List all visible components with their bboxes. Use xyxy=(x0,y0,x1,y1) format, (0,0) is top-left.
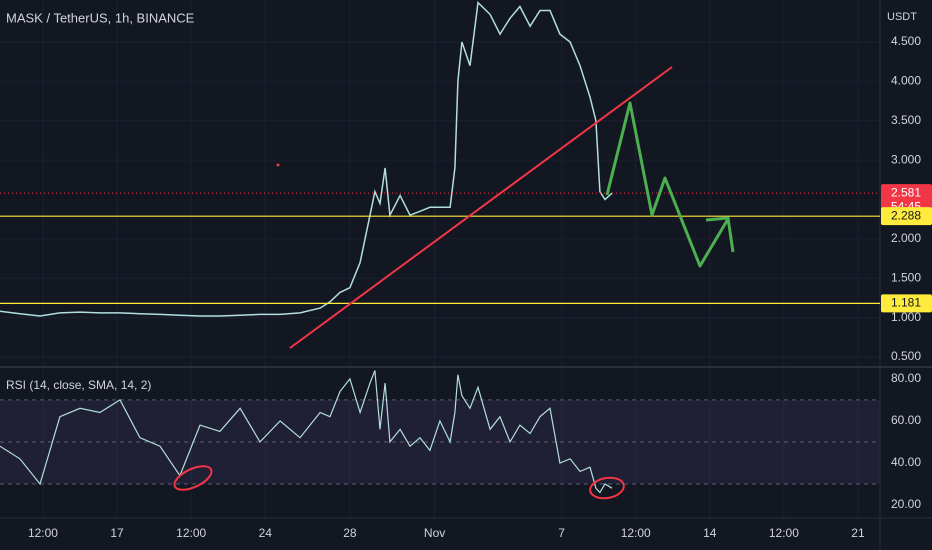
x-tick-label: 28 xyxy=(343,526,357,540)
price-tag-label: 2.288 xyxy=(891,208,921,222)
y-tick-label: 3.000 xyxy=(891,152,921,166)
x-tick-label: 12:00 xyxy=(176,526,206,540)
rsi-tick-label: 60.00 xyxy=(891,413,921,427)
grid xyxy=(0,0,880,518)
rsi-tick-label: 20.00 xyxy=(891,497,921,511)
pane-separator xyxy=(0,366,932,368)
rsi-highlight xyxy=(589,476,625,500)
labels: 12:00 17 12:00 24 28 Nov 7 12:00 14 12:00 21 0.500 1… xyxy=(28,34,932,540)
projection-path xyxy=(605,101,730,268)
price-tag xyxy=(881,294,932,313)
projection-arrowhead xyxy=(705,216,735,253)
x-tick-label: 14 xyxy=(703,526,717,540)
y-tick-label: 4.000 xyxy=(891,74,921,88)
price-tag xyxy=(881,207,932,226)
rsi-title: RSI (14, close, SMA, 14, 2) xyxy=(6,378,151,392)
x-tick-label: 24 xyxy=(259,526,273,540)
rsi-line xyxy=(0,370,613,494)
y-tick-label: 0.500 xyxy=(891,349,921,363)
price-line xyxy=(0,1,613,317)
marker-dot xyxy=(276,163,280,167)
y-tick-label: 2.000 xyxy=(891,231,921,245)
rsi-tick-label: 80.00 xyxy=(891,371,921,385)
price-tag-label: 2.581 xyxy=(891,185,921,199)
rsi-tick-label: 40.00 xyxy=(891,455,921,469)
x-tick-label: 12:00 xyxy=(769,526,799,540)
x-tick-label: Nov xyxy=(424,526,445,540)
currency-label: USDT xyxy=(887,11,917,23)
y-tick-label: 4.500 xyxy=(891,34,921,48)
trend-line xyxy=(289,66,673,349)
price-tag-label: 1.181 xyxy=(891,296,921,310)
y-tick-label: 1.000 xyxy=(891,310,921,324)
x-tick-label: 21 xyxy=(851,526,865,540)
x-tick-label: 17 xyxy=(110,526,124,540)
x-tick-label: 12:00 xyxy=(621,526,651,540)
y-tick-label: 1.500 xyxy=(891,270,921,284)
marks xyxy=(0,1,880,494)
rsi-highlight xyxy=(173,465,213,491)
y-tick-label: 3.500 xyxy=(891,113,921,127)
x-tick-label: 12:00 xyxy=(28,526,58,540)
x-tick-label: 7 xyxy=(558,526,565,540)
symbol-title: MASK / TetherUS, 1h, BINANCE xyxy=(6,10,195,25)
